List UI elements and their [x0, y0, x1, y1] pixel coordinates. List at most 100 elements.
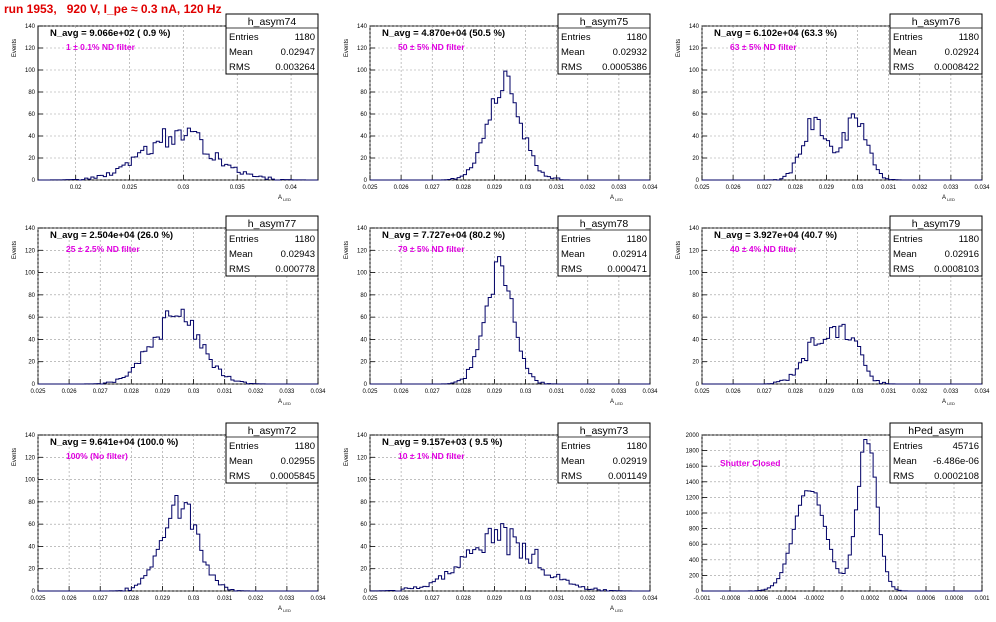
stats-title: hPed_asym	[908, 425, 964, 437]
stats-mean-value: 0.02914	[613, 249, 647, 260]
navg-label: N_avg = 9.641e+04 (100.0 %)	[50, 437, 178, 448]
x-tick-label: 0.032	[912, 389, 928, 395]
histogram-panel-h_asym74: 0.02 0.025 0.03 0.035 0.04 0 20 40 60 80 100 120 140…	[12, 13, 319, 202]
histogram-panel-h_asym75: 0.025 0.026 0.027 0.028 0.029 0.03 0.031 0.032 0…	[344, 13, 658, 202]
stats-title: h_asym76	[912, 16, 961, 28]
x-axis-title: A LED	[278, 399, 291, 406]
stats-mean-value: 0.02919	[613, 456, 647, 467]
y-tick-label: 0	[32, 382, 36, 388]
y-tick-label: 200	[689, 573, 700, 579]
stats-box	[557, 422, 651, 484]
y-tick-label: 20	[360, 567, 367, 573]
x-tick-label: 0.034	[310, 596, 326, 602]
histogram-line	[702, 439, 982, 592]
y-tick-label: 40	[28, 134, 35, 140]
x-tick-label: 0.03	[520, 389, 532, 395]
x-tick-label: 0.025	[694, 389, 710, 395]
x-tick-label: 0.033	[611, 185, 627, 191]
filter-label: 79 ± 5% ND filter	[398, 244, 465, 254]
y-tick-label: 140	[357, 433, 368, 439]
x-tick-label: 0.0006	[917, 596, 936, 602]
stats-entries-label: Entries	[893, 441, 923, 452]
y-tick-label: 0	[32, 589, 36, 595]
x-tick-label: 0.029	[487, 185, 503, 191]
filter-label: 1 ± 0.1% ND filter	[66, 42, 136, 52]
y-tick-label: 140	[25, 24, 36, 30]
stats-entries-value: 1180	[295, 234, 315, 245]
y-tick-label: 60	[360, 315, 367, 321]
y-tick-label: 20	[28, 156, 35, 162]
stats-mean-label: Mean	[893, 47, 917, 58]
x-tick-label: 0.026	[394, 389, 410, 395]
x-tick-label: 0.03	[188, 389, 200, 395]
y-tick-label: 140	[25, 226, 36, 232]
stats-entries-value: 1180	[295, 32, 315, 43]
x-tick-label: 0.026	[726, 185, 742, 191]
stats-box	[225, 422, 319, 484]
stats-box	[889, 422, 983, 484]
x-tick-label: 0.032	[580, 389, 596, 395]
stats-title: h_asym72	[248, 425, 297, 437]
x-tick-label: 0.031	[549, 389, 565, 395]
x-axis-title: A LED	[278, 195, 291, 202]
x-tick-label: 0.03	[188, 596, 200, 602]
y-tick-label: 800	[689, 527, 700, 533]
y-tick-label: 1200	[686, 495, 700, 501]
x-tick-label: 0.03	[852, 389, 864, 395]
filter-label: Shutter Closed	[720, 458, 780, 468]
x-tick-label: -0.0008	[720, 596, 741, 602]
x-tick-label: 0.034	[310, 389, 326, 395]
stats-rms-label: RMS	[229, 62, 250, 73]
filter-label: 40 ± 4% ND filter	[730, 244, 797, 254]
x-tick-label: 0.027	[93, 389, 109, 395]
x-axis-title: A LED	[610, 195, 623, 202]
y-tick-label: 120	[357, 46, 368, 52]
stats-rms-label: RMS	[893, 62, 914, 73]
stats-mean-label: Mean	[893, 249, 917, 260]
x-tick-label: 0.029	[487, 389, 503, 395]
x-tick-label: 0.027	[425, 596, 441, 602]
y-tick-label: 40	[360, 544, 367, 550]
stats-title: h_asym77	[248, 218, 297, 230]
navg-label: N_avg = 7.727e+04 (80.2 %)	[382, 230, 505, 241]
stats-title: h_asym79	[912, 218, 961, 230]
x-tick-label: 0.033	[279, 596, 295, 602]
y-axis-title: Events	[344, 241, 350, 259]
x-tick-label: 0.033	[279, 389, 295, 395]
histogram-panel-h_asym76: 0.025 0.026 0.027 0.028 0.029 0.03 0.031 0.032 0…	[676, 13, 990, 202]
x-tick-label: 0.033	[943, 185, 959, 191]
y-tick-label: 140	[357, 226, 368, 232]
x-tick-label: 0.03	[520, 185, 532, 191]
stats-mean-label: Mean	[229, 456, 253, 467]
y-tick-label: 40	[692, 337, 699, 343]
navg-label: N_avg = 6.102e+04 (63.3 %)	[714, 28, 837, 39]
y-tick-label: 60	[692, 315, 699, 321]
y-tick-label: 60	[360, 112, 367, 118]
y-tick-label: 1000	[686, 511, 700, 517]
x-tick-label: 0.031	[549, 185, 565, 191]
stats-title: h_asym75	[580, 16, 629, 28]
x-axis-title: A LED	[942, 195, 955, 202]
y-tick-label: 80	[28, 500, 35, 506]
y-tick-label: 60	[28, 112, 35, 118]
y-tick-label: 80	[692, 90, 699, 96]
x-tick-label: 0.027	[425, 185, 441, 191]
y-tick-label: 100	[689, 68, 700, 74]
histogram-line	[370, 523, 650, 592]
x-tick-label: 0.025	[30, 389, 46, 395]
histogram-panel-h_asym79: 0.025 0.026 0.027 0.028 0.029 0.03 0.031 0.032 0…	[676, 215, 990, 406]
stats-box	[889, 13, 983, 75]
x-tick-label: 0.027	[757, 185, 773, 191]
stats-entries-label: Entries	[561, 32, 591, 43]
run-title: run 1953, 920 V, I_pe ≈ 0.3 nA, 120 Hz	[4, 2, 222, 16]
stats-mean-value: 0.02932	[613, 47, 647, 58]
x-tick-label: 0.026	[62, 389, 78, 395]
x-tick-label: 0.033	[611, 389, 627, 395]
y-tick-label: 100	[357, 271, 368, 277]
y-tick-label: 40	[692, 134, 699, 140]
x-tick-label: 0.026	[394, 185, 410, 191]
histogram-panel-hPed_asym: -0.001 -0.0008 -0.0006 -0.0004 -0.0002 0 0.000…	[686, 422, 990, 602]
y-tick-label: 140	[25, 433, 36, 439]
x-tick-label: 0.031	[549, 596, 565, 602]
stats-mean-value: 0.02924	[945, 47, 979, 58]
